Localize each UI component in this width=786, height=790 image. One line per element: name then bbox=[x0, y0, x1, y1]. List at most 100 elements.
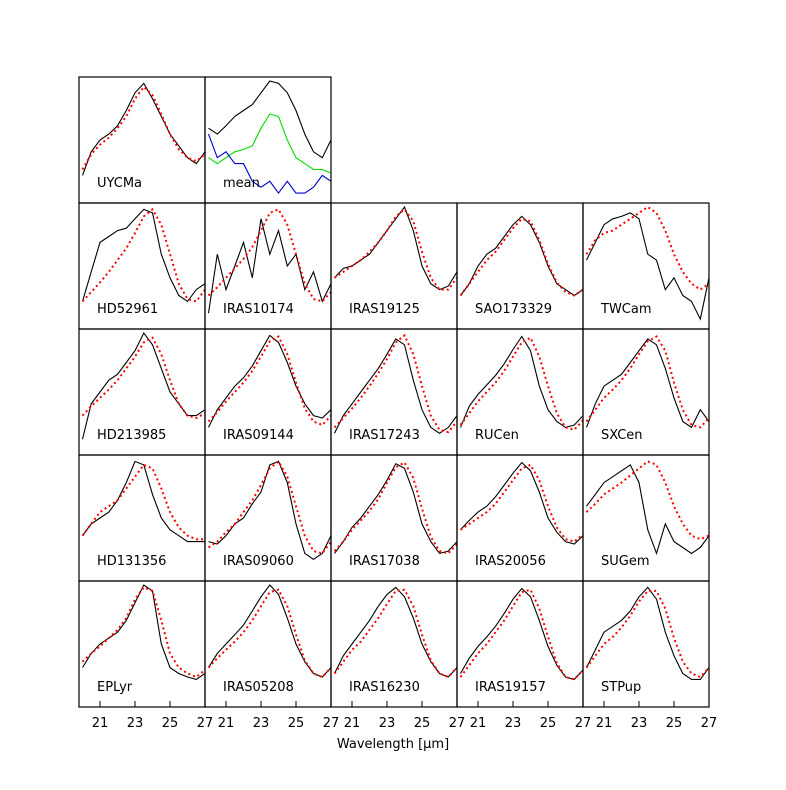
x-tick-label: 27 bbox=[323, 716, 340, 731]
panel bbox=[333, 461, 457, 555]
spectrum-line bbox=[333, 333, 457, 434]
panel bbox=[585, 586, 709, 680]
panel-label: HD52961 bbox=[97, 302, 158, 317]
panel-label: IRAS17243 bbox=[349, 428, 420, 443]
panel-label: RUCen bbox=[475, 428, 519, 443]
x-tick-label: 23 bbox=[253, 716, 270, 731]
spectrum-line bbox=[333, 207, 457, 291]
panel bbox=[333, 333, 457, 434]
spectrum-line bbox=[585, 589, 709, 679]
panel-label: HD213985 bbox=[97, 428, 166, 443]
spectrum-line bbox=[460, 215, 583, 297]
panel bbox=[207, 80, 331, 195]
spectrum-line bbox=[81, 586, 205, 679]
spectrum-line bbox=[81, 331, 205, 440]
spectrum-line bbox=[459, 588, 583, 681]
x-tick-label: 21 bbox=[596, 716, 613, 731]
spectrum-line bbox=[207, 335, 331, 427]
panel-label: IRAS16230 bbox=[349, 680, 420, 695]
x-tick-label: 27 bbox=[197, 716, 214, 731]
panel bbox=[585, 335, 709, 429]
panel bbox=[207, 584, 331, 679]
spectrum-line bbox=[459, 336, 583, 431]
spectrum-line bbox=[207, 588, 331, 679]
panel bbox=[333, 586, 457, 679]
spectrum-line bbox=[586, 586, 709, 680]
x-tick-label: 21 bbox=[92, 716, 109, 731]
panel-label: IRAS20056 bbox=[475, 554, 546, 569]
panel-label: UYCMa bbox=[97, 176, 142, 191]
x-tick-label: 27 bbox=[449, 716, 466, 731]
x-tick-label: 23 bbox=[127, 716, 144, 731]
panel-label: IRAS09144 bbox=[223, 428, 294, 443]
spectrum-line bbox=[333, 588, 457, 679]
spectrum-line bbox=[585, 335, 709, 429]
panel-label: SUGem bbox=[601, 554, 650, 569]
spectrum-line bbox=[208, 584, 331, 678]
spectrum-line bbox=[459, 463, 583, 543]
panel bbox=[207, 459, 331, 560]
x-axis-label: Wavelength [μm] bbox=[337, 737, 449, 752]
panel bbox=[459, 335, 583, 431]
spectrum-line bbox=[208, 80, 331, 159]
spectrum-line bbox=[585, 338, 709, 429]
x-tick-label: 21 bbox=[470, 716, 487, 731]
panel-label: EPLyr bbox=[97, 680, 133, 695]
spectrum-line bbox=[334, 338, 457, 434]
spectrum-line bbox=[207, 459, 331, 555]
x-tick-label: 23 bbox=[505, 716, 522, 731]
spectrum-line bbox=[586, 464, 709, 556]
x-tick-label: 23 bbox=[379, 716, 396, 731]
panel bbox=[81, 584, 205, 680]
spectrum-line bbox=[82, 460, 205, 543]
spectrum-line bbox=[334, 205, 457, 291]
panel-label: SAO173329 bbox=[475, 302, 552, 317]
panel-label: IRAS09060 bbox=[223, 554, 294, 569]
panel-frame bbox=[582, 580, 710, 708]
panel bbox=[207, 208, 331, 314]
panel-label: IRAS05208 bbox=[223, 680, 294, 695]
spectrum-line bbox=[208, 334, 331, 428]
panel-label: SXCen bbox=[601, 428, 643, 443]
panel-label: STPup bbox=[601, 680, 641, 695]
panel-label: TWCam bbox=[600, 302, 652, 317]
spectrum-line bbox=[81, 336, 205, 420]
panel bbox=[81, 331, 205, 440]
panel-label: IRAS10174 bbox=[223, 302, 294, 317]
panel bbox=[207, 334, 331, 428]
spectrum-line bbox=[81, 463, 205, 541]
x-tick-label: 25 bbox=[162, 716, 179, 731]
x-tick-label: 27 bbox=[701, 716, 718, 731]
spectrum-line bbox=[207, 133, 331, 195]
x-tick-label: 25 bbox=[666, 716, 683, 731]
spectrum-line bbox=[586, 212, 709, 321]
spectrum-line bbox=[81, 207, 205, 303]
spectrum-line bbox=[334, 462, 457, 555]
spectrum-line bbox=[460, 461, 583, 545]
panel-label: HD131356 bbox=[97, 554, 166, 569]
spectrum-line bbox=[81, 82, 205, 176]
panel bbox=[459, 215, 583, 297]
spectrum-line bbox=[81, 208, 205, 303]
x-tick-label: 23 bbox=[631, 716, 648, 731]
panel bbox=[81, 207, 205, 303]
x-tick-label: 25 bbox=[540, 716, 557, 731]
spectrum-line bbox=[459, 335, 583, 428]
spectrum-line bbox=[585, 205, 709, 291]
panel-label: IRAS17038 bbox=[349, 554, 420, 569]
x-tick-label: 25 bbox=[288, 716, 305, 731]
spectrum-line bbox=[208, 460, 331, 560]
spectrum-line bbox=[460, 587, 583, 681]
spectrum-line bbox=[333, 461, 457, 555]
panel-label: mean bbox=[223, 176, 260, 191]
spectrum-line bbox=[82, 584, 205, 680]
panel bbox=[81, 460, 205, 543]
panel bbox=[81, 82, 205, 176]
spectrum-line bbox=[207, 218, 331, 314]
panel-label: IRAS19125 bbox=[349, 302, 420, 317]
panel bbox=[585, 205, 709, 321]
panel bbox=[333, 205, 457, 291]
x-tick-label: 21 bbox=[218, 716, 235, 731]
